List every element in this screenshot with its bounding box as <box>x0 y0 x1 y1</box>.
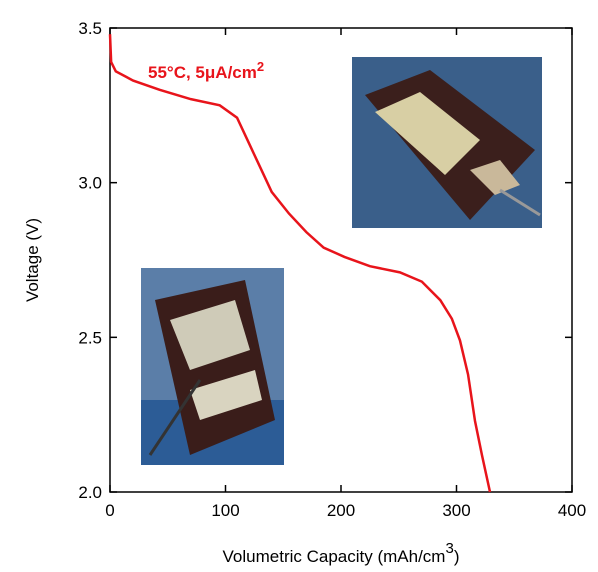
annotation-text: 55°C, 5μA/cm <box>148 63 257 82</box>
x-label-text: Volumetric Capacity (mAh/cm <box>223 547 446 566</box>
chart: 55°C, 5μA/cm2 Volumetric Capacity (mAh/c… <box>0 0 598 572</box>
y-axis-label: Voltage (V) <box>23 218 42 302</box>
x-axis-label: Volumetric Capacity (mAh/cm3) <box>223 540 460 566</box>
photo-inset-top <box>352 57 542 228</box>
x-tick-label: 100 <box>211 501 239 520</box>
y-tick-label: 3.0 <box>78 174 102 193</box>
x-tick-label: 400 <box>558 501 586 520</box>
y-tick-label: 3.5 <box>78 19 102 38</box>
y-tick-label: 2.0 <box>78 483 102 502</box>
y-tick-label: 2.5 <box>78 328 102 347</box>
x-tick-label: 0 <box>105 501 114 520</box>
photo-inset-bottom <box>141 268 284 465</box>
annotation-sup: 2 <box>257 59 264 74</box>
annotation: 55°C, 5μA/cm2 <box>148 59 264 82</box>
x-label-sup: 3 <box>445 540 453 557</box>
x-tick-label: 300 <box>442 501 470 520</box>
x-label-end: ) <box>454 547 460 566</box>
x-tick-label: 200 <box>327 501 355 520</box>
